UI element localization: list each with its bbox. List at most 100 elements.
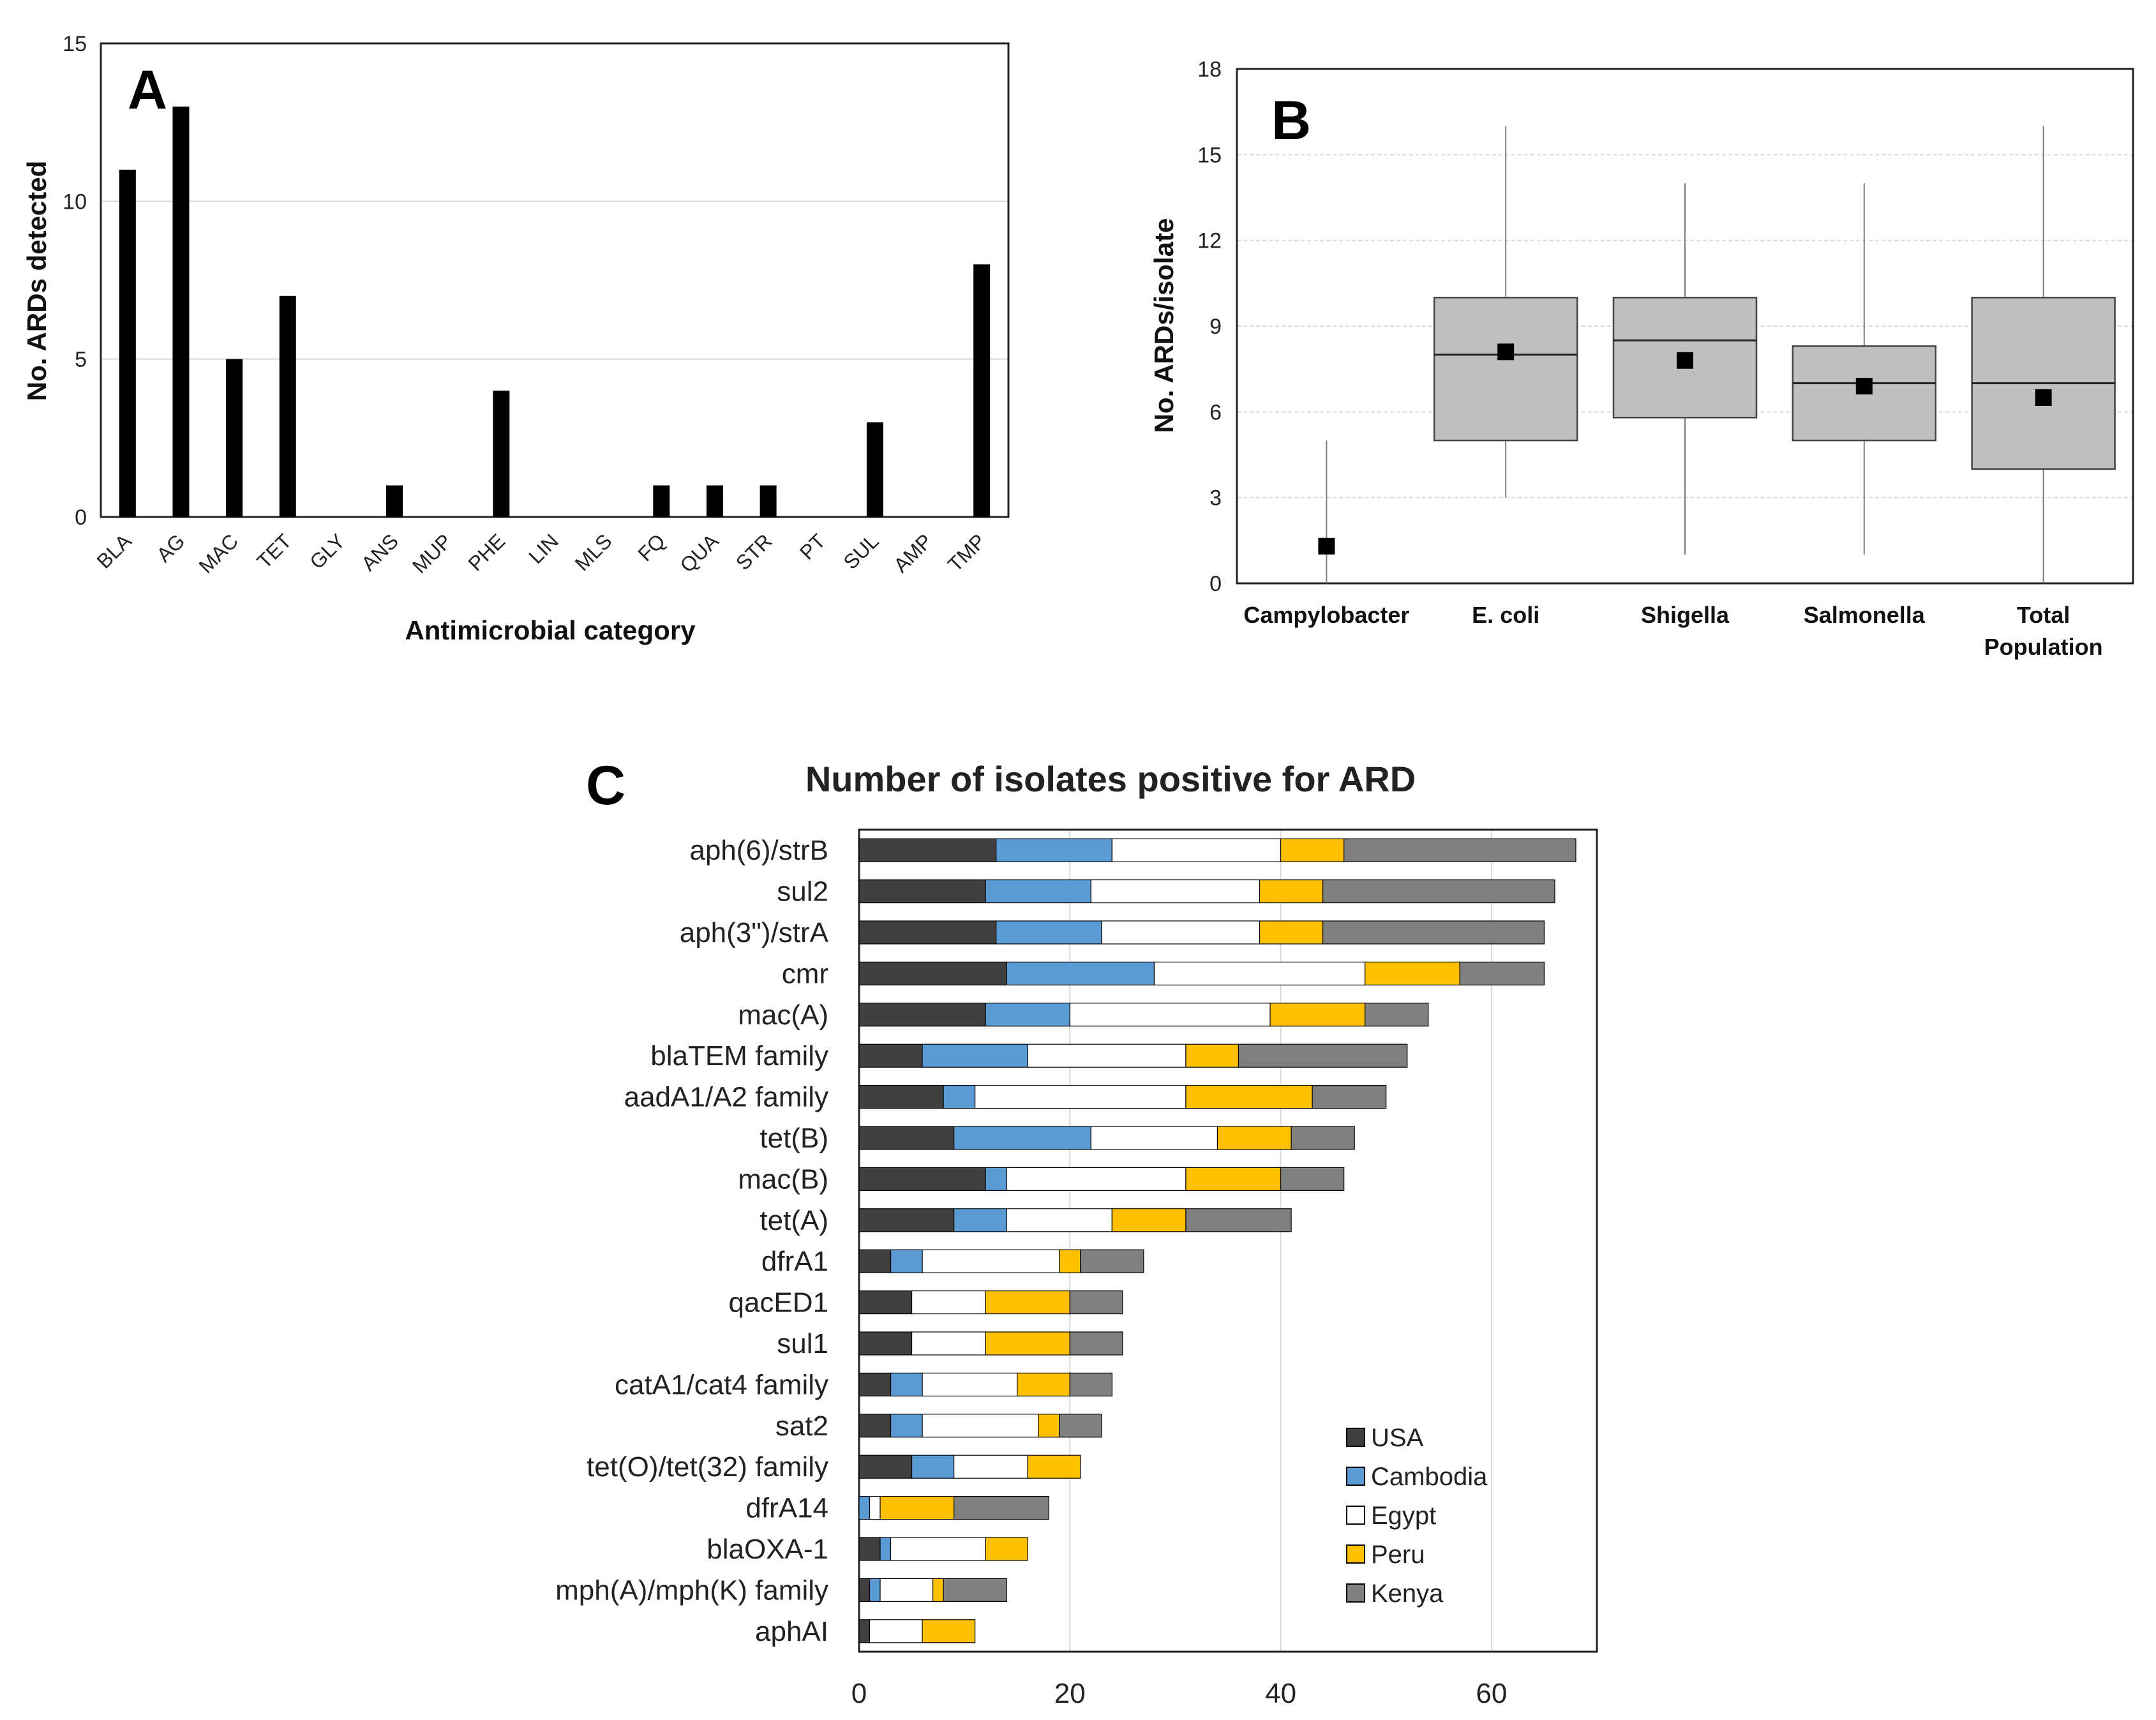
panel-c-bar-segment [1280,838,1345,862]
panel-c-bar-segment [922,1043,1028,1068]
panel-c-bar-segment [880,1496,955,1520]
panel-a-x-tick-label: MAC [194,529,243,578]
panel-a-x-tick-label: AMP [889,529,936,576]
panel-c-legend-swatch [1346,1583,1365,1603]
panel-a-bar [706,485,723,517]
panel-c-gene-label: catA1/cat4 family [615,1369,828,1400]
panel-c-bar-segment [1006,1208,1112,1232]
panel-c-legend-label: Cambodia [1371,1463,1488,1491]
panel-c-x-tick-label: 20 [1054,1678,1086,1709]
panel-a-x-tick-label: LIN [524,529,563,568]
panel-c-bar-segment [858,1043,923,1068]
panel-c-bar-segment [975,1084,1187,1109]
panel-c-bar-segment [1280,1167,1345,1192]
panel-c-bar-segment [869,1578,881,1602]
panel-c-bar-segment [869,1496,881,1520]
panel-c-bar-segment [1069,1372,1112,1396]
panel-c-bar-segment [985,1003,1070,1027]
panel-a-x-tick-label: BLA [93,529,137,573]
panel-c-bar-segment [1101,920,1261,945]
panel-c-bar-segment [1069,1290,1123,1315]
panel-c-bar-segment [911,1455,955,1479]
panel-a-bar-chart: A Antimicrobial category No. ARDs detect… [22,32,1010,645]
panel-c-bar-segment [880,1537,892,1561]
panel-c-bar-segment [985,1167,1007,1192]
panel-c-bar-segment [858,1578,871,1602]
panel-a-x-tick-label: MUP [408,529,456,578]
panel-c-gene-label: mac(B) [738,1163,828,1195]
panel-c-bar-segment [858,1126,955,1150]
panel-c-gene-label: aph(6)/strB [689,835,828,866]
panel-c-bar-segment [1069,1003,1271,1027]
panel-c-plot-frame [858,828,1598,1653]
panel-a-y-tick-label: 10 [63,190,87,214]
panel-c-bar-segment [858,838,997,862]
panel-c-gene-label: blaTEM family [650,1040,828,1072]
panel-b-mean-marker [2035,389,2052,406]
panel-c-bar-segment [1322,879,1555,904]
panel-c-bar-segment [858,1414,892,1438]
panel-c-bar-segment [1185,1167,1282,1192]
panel-b-letter: B [1271,90,1311,151]
panel-c-bar-segment [1291,1126,1355,1150]
panel-c-bar-segment [858,879,986,904]
panel-b-box [1433,296,1578,442]
panel-c-gene-label: sul2 [777,876,828,908]
panel-c-gene-label: aadA1/A2 family [624,1082,828,1113]
panel-c-bar-segment [858,1372,892,1396]
panel-b-y-tick-label: 12 [1197,229,1222,253]
panel-c-bar-segment [1006,1167,1187,1192]
panel-b-x-tick-label: Salmonella [1804,602,1926,628]
panel-a-x-tick-label: TMP [943,529,990,576]
panel-c-legend-label: Kenya [1371,1580,1444,1608]
panel-a-bar [760,485,777,517]
panel-c-bar-segment [985,1331,1070,1356]
panel-c-gene-label: cmr [782,958,828,989]
panel-c-gene-label: sul1 [777,1328,828,1359]
panel-a-bar [866,422,883,517]
panel-c-legend-label: USA [1371,1424,1424,1452]
panel-b-x-tick-label: Population [1984,634,2103,660]
panel-c-bar-segment [954,1126,1091,1150]
panel-c-bar-segment [985,1537,1028,1561]
panel-c-bar-segment [1269,1003,1366,1027]
panel-c-bar-segment [1090,879,1261,904]
panel-c-bar-segment [922,1372,1018,1396]
panel-b-y-tick-label: 6 [1209,400,1222,424]
panel-a-x-tick-label: PHE [463,529,509,575]
panel-c-bar-segment [1017,1372,1070,1396]
panel-c-bar-segment [858,920,997,945]
panel-c-bar-segment [985,879,1091,904]
panel-a-plot-frame [100,42,1010,518]
panel-c-gene-label: mac(A) [738,999,828,1031]
panel-c-gene-label: aphAI [755,1616,828,1647]
panel-c-bar-segment [880,1578,934,1602]
panel-c-bar-segment [1365,1003,1429,1027]
panel-c-legend-swatch [1346,1544,1365,1564]
panel-c-bar-segment [922,1619,976,1643]
panel-c-bar-segment [1111,1208,1187,1232]
panel-c-bar-segment [1344,838,1576,862]
panel-b-box-plot: B No. ARDs/isolate 0 3 6 9 12 15 18 Campylobact… [1149,57,2134,660]
panel-c-bar-segment [858,1496,871,1520]
panel-c-bar-segment [922,1249,1060,1273]
panel-c-bar-segment [1312,1084,1387,1109]
panel-c-bar-segment [985,1290,1070,1315]
panel-c-letter: C [586,755,625,816]
panel-c-gene-label: aph(3")/strA [680,917,829,948]
panel-c-bar-segment [943,1578,1007,1602]
panel-c-gene-label: qacED1 [728,1287,828,1319]
panel-c-bar-segment [1259,879,1324,904]
panel-c-x-tick-label: 60 [1476,1678,1507,1709]
panel-c-bar-segment [858,1619,871,1643]
panel-c-bar-segment [996,838,1112,862]
panel-a-y-tick-label: 0 [75,505,87,530]
panel-c-title: Number of isolates positive for ARD [805,759,1416,799]
panel-a-x-axis-title: Antimicrobial category [405,615,696,645]
panel-a-y-tick-label: 15 [63,32,87,56]
panel-c-bar-segment [996,920,1102,945]
panel-c-bar-segment [858,1331,913,1356]
panel-a-x-tick-label: GLY [305,529,349,573]
panel-b-y-axis-title: No. ARDs/isolate [1149,218,1179,433]
panel-c-bar-segment [911,1290,986,1315]
